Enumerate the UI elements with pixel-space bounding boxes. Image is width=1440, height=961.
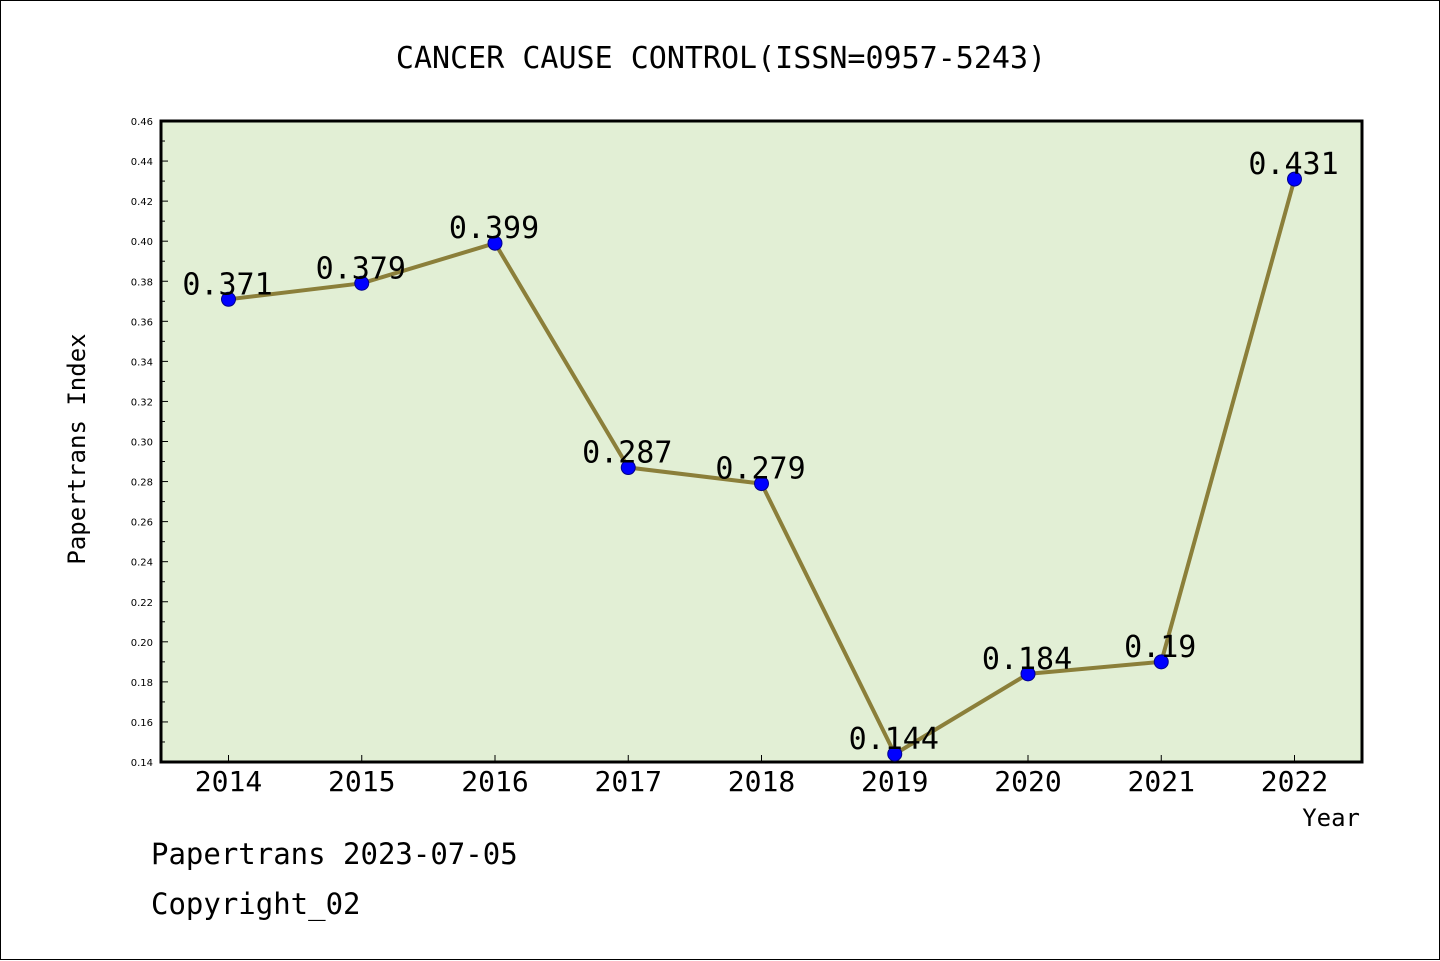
y-tick-label: 0.26 xyxy=(131,518,153,529)
x-tick-label: 2014 xyxy=(195,765,262,798)
y-tick-label: 0.22 xyxy=(131,598,153,609)
data-label: 0.399 xyxy=(449,211,539,246)
data-label: 0.379 xyxy=(316,251,406,286)
y-tick-label: 0.34 xyxy=(131,357,153,368)
y-tick-label: 0.46 xyxy=(131,117,153,128)
x-tick-label: 2019 xyxy=(861,765,928,798)
x-tick-label: 2016 xyxy=(461,765,528,798)
footer-date: Papertrans 2023-07-05 xyxy=(151,837,518,871)
y-tick-label: 0.28 xyxy=(131,478,153,489)
chart-title: CANCER CAUSE CONTROL(ISSN=0957-5243) xyxy=(396,41,1046,76)
x-tick-label: 2020 xyxy=(994,765,1061,798)
y-tick-label: 0.16 xyxy=(131,718,153,729)
y-tick-label: 0.40 xyxy=(131,237,153,248)
data-label: 0.287 xyxy=(582,436,672,471)
x-axis-label: Year xyxy=(1302,804,1360,832)
data-label: 0.144 xyxy=(849,722,939,757)
data-label: 0.19 xyxy=(1124,630,1196,665)
y-tick-label: 0.18 xyxy=(131,678,153,689)
data-point xyxy=(1020,666,1036,682)
data-label: 0.279 xyxy=(715,452,805,487)
data-label: 0.184 xyxy=(982,642,1072,677)
data-point xyxy=(754,476,769,492)
x-tick-label: 2015 xyxy=(328,765,395,798)
data-markers xyxy=(221,171,1302,762)
x-tick-label: 2022 xyxy=(1261,765,1328,798)
x-tick-label: 2018 xyxy=(728,765,795,798)
y-tick-label: 0.44 xyxy=(131,157,153,168)
x-tick-label: 2017 xyxy=(595,765,662,798)
y-tick-label: 0.24 xyxy=(131,558,153,569)
data-label: 0.371 xyxy=(182,267,272,302)
y-tick-label: 0.42 xyxy=(131,197,153,208)
plot-area xyxy=(159,119,1364,764)
y-axis: 0.14 0.16 0.18 0.20 0.22 0.24 0.26 0.28 0.30 0.32… xyxy=(131,117,168,769)
data-labels: 0.371 0.379 0.399 0.287 0.279 0.144 0.184 0.19 0… xyxy=(182,147,1338,757)
y-axis-label: Papertrans Index xyxy=(63,333,91,564)
x-axis: 2014 2015 2016 2017 2018 2019 2020 2021 2022 xyxy=(195,755,1328,798)
y-tick-label: 0.14 xyxy=(131,758,153,769)
data-point xyxy=(221,291,236,307)
data-point xyxy=(887,746,903,762)
y-tick-label: 0.36 xyxy=(131,317,153,328)
y-tick-label: 0.20 xyxy=(131,638,153,649)
data-point xyxy=(620,460,636,476)
footer-copyright: Copyright_02 xyxy=(151,887,361,921)
y-tick-label: 0.30 xyxy=(131,438,153,449)
data-point xyxy=(1287,171,1302,187)
y-tick-label: 0.32 xyxy=(131,397,153,408)
data-point xyxy=(354,275,370,291)
x-tick-label: 2021 xyxy=(1128,765,1195,798)
data-label: 0.431 xyxy=(1248,147,1338,182)
data-point xyxy=(487,235,503,251)
data-point xyxy=(1153,654,1169,670)
y-tick-label: 0.38 xyxy=(131,277,153,288)
